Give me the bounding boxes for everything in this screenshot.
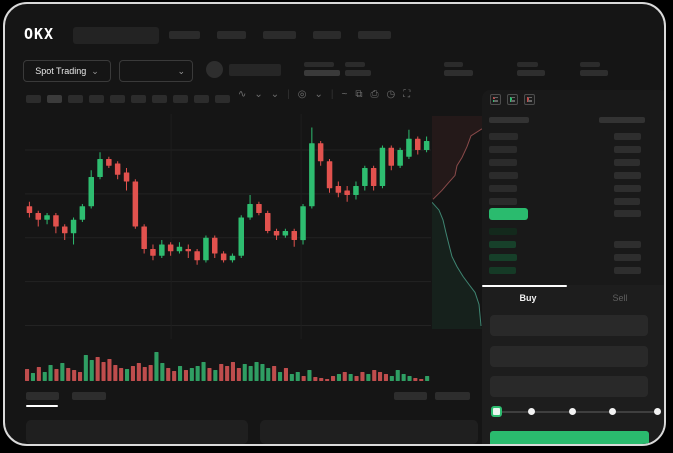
main-nav: [169, 31, 391, 39]
interval-buttons: [26, 95, 230, 103]
slider-stop[interactable]: [609, 408, 616, 415]
orders-table-placeholder: [26, 420, 248, 444]
amount-slider[interactable]: [491, 406, 661, 418]
chevron-down-icon: ⌄: [177, 65, 185, 76]
ticker-stat: [304, 62, 340, 76]
buy-submit-button[interactable]: [490, 431, 649, 444]
bid-row[interactable]: [482, 264, 664, 277]
ask-row[interactable]: [482, 143, 664, 156]
chevron-down-icon[interactable]: ⌄: [254, 89, 263, 100]
bid-row[interactable]: [482, 225, 664, 238]
ticker-stat: [580, 62, 608, 76]
interval-button[interactable]: [47, 95, 62, 103]
search-bar[interactable]: [73, 27, 159, 44]
bid-row[interactable]: [482, 238, 664, 251]
ask-row[interactable]: [482, 130, 664, 143]
sell-book-icon[interactable]: [524, 94, 535, 105]
amount-input[interactable]: [490, 346, 648, 367]
indicator-icon[interactable]: ◎: [297, 89, 307, 100]
ask-row[interactable]: [482, 195, 664, 208]
app-window: OKX Spot Trading ⌄ ⌄: [3, 2, 666, 446]
fullscreen-icon[interactable]: ⛶: [403, 89, 411, 100]
last-price-amount-placeholder: [614, 210, 641, 217]
market-type-label: Spot Trading: [35, 66, 87, 76]
slider-handle[interactable]: [491, 406, 502, 417]
tab-sell[interactable]: Sell: [612, 293, 628, 303]
slider-stop[interactable]: [528, 408, 535, 415]
chevron-down-icon: ⌄: [91, 65, 99, 76]
chevron-down-icon[interactable]: ⌄: [314, 89, 323, 100]
slider-track[interactable]: [495, 411, 657, 413]
interval-button[interactable]: [173, 95, 188, 103]
ask-row[interactable]: [482, 169, 664, 182]
volume-bars: [25, 352, 430, 381]
chart-toolbar-icons: ∿ ⌄ ⌄ | ◎ ⌄ | ~ ⧉ ⎙ ◷ ⛶: [238, 90, 410, 100]
interval-button[interactable]: [152, 95, 167, 103]
right-panel: Buy Sell: [482, 88, 664, 444]
tab-buy[interactable]: Buy: [519, 293, 537, 303]
camera-icon[interactable]: ⎙: [370, 89, 379, 100]
bottom-tab-history[interactable]: [72, 392, 106, 400]
active-side-indicator: [482, 285, 567, 287]
price-input[interactable]: [490, 315, 648, 336]
buy-book-icon[interactable]: [507, 94, 518, 105]
book-view-switcher: [490, 94, 535, 105]
active-tab-underline: [26, 405, 58, 407]
ticker-stat: [345, 62, 371, 76]
ticker-stat: [517, 62, 545, 76]
interval-button[interactable]: [26, 95, 41, 103]
interval-button[interactable]: [89, 95, 104, 103]
interval-button[interactable]: [215, 95, 230, 103]
bottom-action-right[interactable]: [435, 392, 470, 400]
line-tool-icon[interactable]: ~: [341, 89, 348, 100]
coin-icon: [206, 61, 223, 78]
interval-button[interactable]: [110, 95, 125, 103]
depth-profile: [432, 116, 482, 329]
ask-row[interactable]: [482, 156, 664, 169]
chart-area: [25, 114, 431, 382]
trade-form-panel: Buy Sell: [482, 285, 664, 444]
interval-button[interactable]: [68, 95, 83, 103]
slider-stop[interactable]: [654, 408, 661, 415]
pair-selector-dropdown[interactable]: ⌄: [119, 60, 193, 82]
bottom-tab-orders[interactable]: [26, 392, 59, 400]
total-input[interactable]: [490, 376, 648, 397]
price-column-header: [489, 117, 529, 123]
brush-icon[interactable]: ⧉: [355, 89, 363, 100]
nav-item[interactable]: [358, 31, 391, 39]
nav-item[interactable]: [169, 31, 200, 39]
ask-row[interactable]: [482, 182, 664, 195]
bid-row[interactable]: [482, 251, 664, 264]
last-price-bar[interactable]: [489, 208, 528, 220]
okx-logo: OKX: [24, 25, 55, 43]
bottom-action-left[interactable]: [394, 392, 427, 400]
market-type-dropdown[interactable]: Spot Trading ⌄: [23, 60, 111, 82]
divider: |: [287, 89, 290, 100]
nav-item[interactable]: [313, 31, 341, 39]
candlestick-chart[interactable]: [25, 114, 431, 339]
history-clock-icon[interactable]: ◷: [386, 89, 396, 100]
combined-book-icon[interactable]: [490, 94, 501, 105]
orders-table-placeholder: [260, 420, 478, 444]
chart-style-icon[interactable]: ∿: [238, 89, 247, 100]
nav-item[interactable]: [217, 31, 246, 39]
ticker-stat: [444, 62, 473, 76]
nav-item[interactable]: [263, 31, 296, 39]
divider: |: [330, 89, 334, 100]
interval-button[interactable]: [131, 95, 146, 103]
slider-stop[interactable]: [569, 408, 576, 415]
interval-button[interactable]: [194, 95, 209, 103]
pair-name-placeholder: [229, 64, 281, 76]
more-intervals-chevron-icon[interactable]: ⌄: [270, 89, 280, 100]
amount-column-header: [599, 117, 645, 123]
